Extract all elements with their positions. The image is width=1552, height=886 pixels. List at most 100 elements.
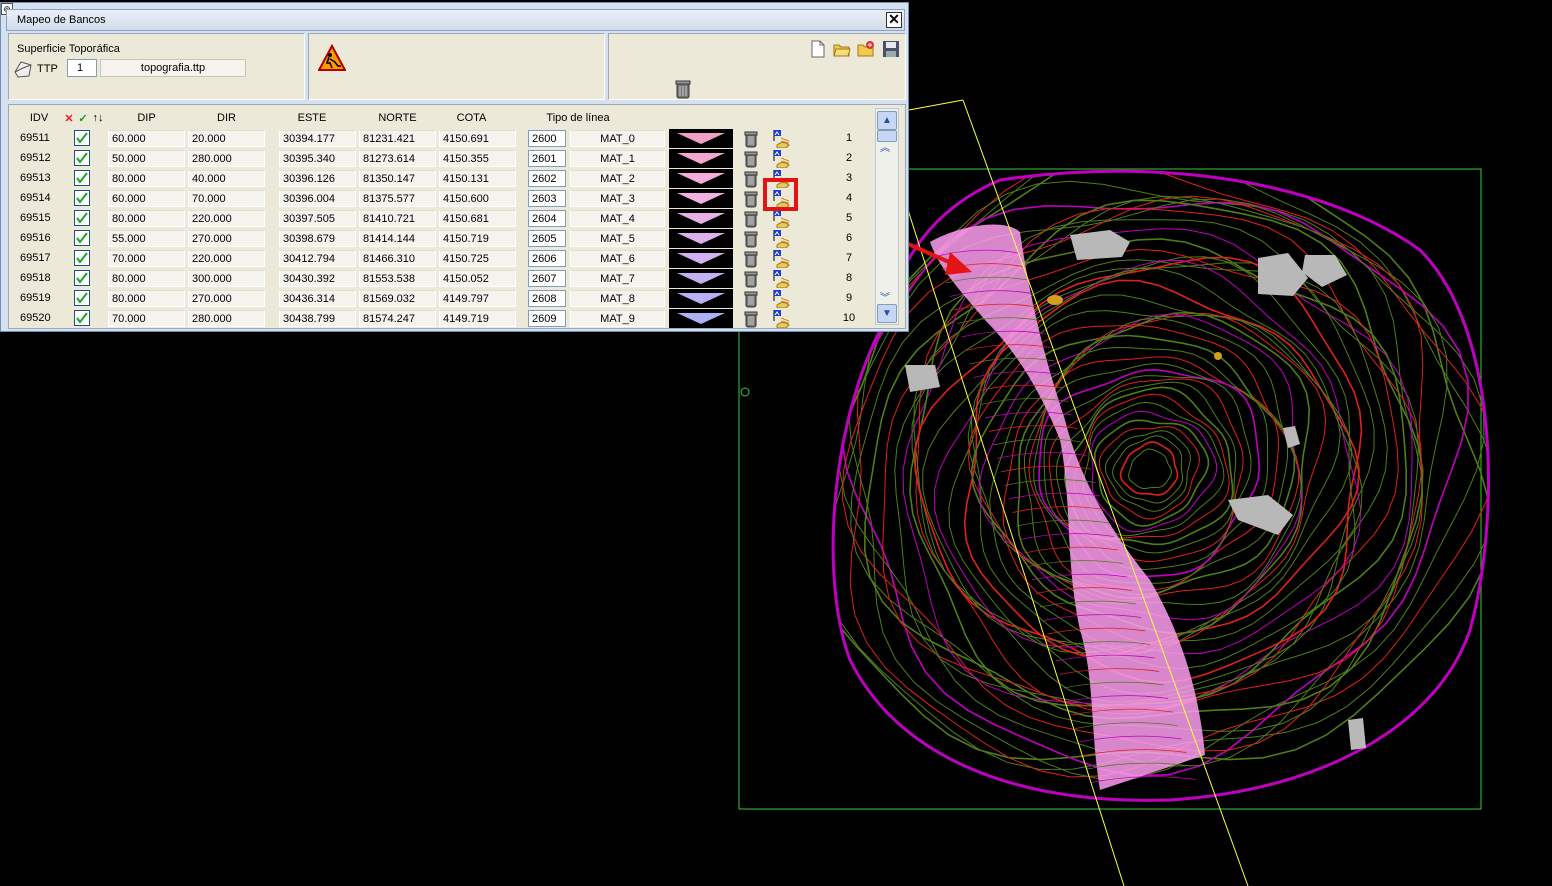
material-field[interactable]: MAT_0	[570, 130, 665, 147]
line-code-field[interactable]: 2601	[528, 150, 566, 167]
dip-field[interactable]: 80.000	[108, 270, 185, 287]
row-checkbox[interactable]	[74, 310, 90, 326]
norte-field[interactable]: 81375.577	[359, 190, 436, 207]
material-field[interactable]: MAT_8	[570, 290, 665, 307]
dip-field[interactable]: 50.000	[108, 150, 185, 167]
dir-field[interactable]: 270.000	[188, 290, 265, 307]
cota-field[interactable]: 4150.052	[439, 270, 516, 287]
line-code-field[interactable]: 2606	[528, 250, 566, 267]
locate-on-map-icon[interactable]	[771, 269, 791, 288]
table-row[interactable]: 69514 60.000 70.000 30396.004 81375.577 4150.…	[9, 189, 869, 209]
line-style-swatch[interactable]	[669, 149, 733, 168]
table-row[interactable]: 69511 60.000 20.000 30394.177 81231.421 4150.…	[9, 129, 869, 149]
line-code-field[interactable]: 2608	[528, 290, 566, 307]
locate-on-map-icon[interactable]	[771, 249, 791, 268]
locate-on-map-icon[interactable]	[771, 289, 791, 308]
dip-field[interactable]: 60.000	[108, 190, 185, 207]
line-code-field[interactable]: 2603	[528, 190, 566, 207]
table-row[interactable]: 69518 80.000 300.000 30430.392 81553.538 4150…	[9, 269, 869, 289]
material-field[interactable]: MAT_1	[570, 150, 665, 167]
trash-icon[interactable]	[675, 79, 691, 99]
line-style-swatch[interactable]	[669, 229, 733, 248]
delete-row-icon[interactable]	[744, 150, 758, 168]
cota-field[interactable]: 4150.131	[439, 170, 516, 187]
dip-field[interactable]: 80.000	[108, 290, 185, 307]
check-all-icon[interactable]: ✓	[78, 113, 88, 125]
norte-field[interactable]: 81466.310	[359, 250, 436, 267]
material-field[interactable]: MAT_7	[570, 270, 665, 287]
line-style-swatch[interactable]	[669, 269, 733, 288]
este-field[interactable]: 30395.340	[279, 150, 356, 167]
este-field[interactable]: 30396.126	[279, 170, 356, 187]
delete-row-icon[interactable]	[744, 210, 758, 228]
delete-row-icon[interactable]	[744, 130, 758, 148]
dir-field[interactable]: 270.000	[188, 230, 265, 247]
cota-field[interactable]: 4149.719	[439, 310, 516, 327]
cota-field[interactable]: 4150.691	[439, 130, 516, 147]
line-style-swatch[interactable]	[669, 309, 733, 328]
dip-field[interactable]: 80.000	[108, 170, 185, 187]
dir-field[interactable]: 220.000	[188, 210, 265, 227]
table-row[interactable]: 69512 50.000 280.000 30395.340 81273.614 4150…	[9, 149, 869, 169]
norte-field[interactable]: 81553.538	[359, 270, 436, 287]
este-field[interactable]: 30438.799	[279, 310, 356, 327]
material-field[interactable]: MAT_9	[570, 310, 665, 327]
row-checkbox[interactable]	[74, 270, 90, 286]
locate-on-map-icon[interactable]	[771, 129, 791, 148]
dir-field[interactable]: 280.000	[188, 150, 265, 167]
este-field[interactable]: 30396.004	[279, 190, 356, 207]
cota-field[interactable]: 4150.719	[439, 230, 516, 247]
dir-field[interactable]: 70.000	[188, 190, 265, 207]
locate-on-map-icon[interactable]	[771, 149, 791, 168]
save-disk-icon[interactable]	[882, 40, 900, 58]
line-style-swatch[interactable]	[669, 169, 733, 188]
este-field[interactable]: 30394.177	[279, 130, 356, 147]
line-code-field[interactable]: 2604	[528, 210, 566, 227]
new-file-icon[interactable]	[809, 40, 827, 58]
este-field[interactable]: 30430.392	[279, 270, 356, 287]
dip-field[interactable]: 60.000	[108, 130, 185, 147]
dip-field[interactable]: 55.000	[108, 230, 185, 247]
material-field[interactable]: MAT_3	[570, 190, 665, 207]
locate-on-map-icon[interactable]	[771, 209, 791, 228]
cota-field[interactable]: 4149.797	[439, 290, 516, 307]
dir-field[interactable]: 40.000	[188, 170, 265, 187]
line-style-swatch[interactable]	[669, 209, 733, 228]
cota-field[interactable]: 4150.600	[439, 190, 516, 207]
delete-row-icon[interactable]	[744, 290, 758, 308]
locate-on-map-icon[interactable]	[771, 309, 791, 328]
norte-field[interactable]: 81414.144	[359, 230, 436, 247]
table-row[interactable]: 69519 80.000 270.000 30436.314 81569.032 4149…	[9, 289, 869, 309]
delete-row-icon[interactable]	[744, 310, 758, 328]
scroll-down-button[interactable]: ▼	[877, 304, 897, 323]
dir-field[interactable]: 20.000	[188, 130, 265, 147]
line-style-swatch[interactable]	[669, 289, 733, 308]
open-folder-icon[interactable]	[833, 40, 851, 58]
dir-field[interactable]: 280.000	[188, 310, 265, 327]
este-field[interactable]: 30397.505	[279, 210, 356, 227]
dip-field[interactable]: 70.000	[108, 310, 185, 327]
delete-row-icon[interactable]	[744, 270, 758, 288]
line-code-field[interactable]: 2600	[528, 130, 566, 147]
dir-field[interactable]: 300.000	[188, 270, 265, 287]
cota-field[interactable]: 4150.681	[439, 210, 516, 227]
uncheck-all-icon[interactable]: ✕	[64, 113, 74, 125]
este-field[interactable]: 30412.794	[279, 250, 356, 267]
sort-icon[interactable]: ↑↓	[92, 112, 104, 124]
table-row[interactable]: 69520 70.000 280.000 30438.799 81574.247 4149…	[9, 309, 869, 329]
line-style-swatch[interactable]	[669, 249, 733, 268]
table-row[interactable]: 69517 70.000 220.000 30412.794 81466.310 4150…	[9, 249, 869, 269]
row-checkbox[interactable]	[74, 250, 90, 266]
line-code-field[interactable]: 2602	[528, 170, 566, 187]
close-button[interactable]: ✕	[886, 12, 902, 28]
page-down-icon[interactable]: ︾	[880, 293, 890, 304]
scroll-thumb[interactable]	[877, 130, 897, 142]
dir-field[interactable]: 220.000	[188, 250, 265, 267]
material-field[interactable]: MAT_5	[570, 230, 665, 247]
material-field[interactable]: MAT_2	[570, 170, 665, 187]
locate-on-map-icon[interactable]	[771, 229, 791, 248]
ttp-file-field[interactable]: topografia.ttp	[100, 59, 246, 77]
dip-field[interactable]: 80.000	[108, 210, 185, 227]
table-row[interactable]: 69515 80.000 220.000 30397.505 81410.721 4150…	[9, 209, 869, 229]
